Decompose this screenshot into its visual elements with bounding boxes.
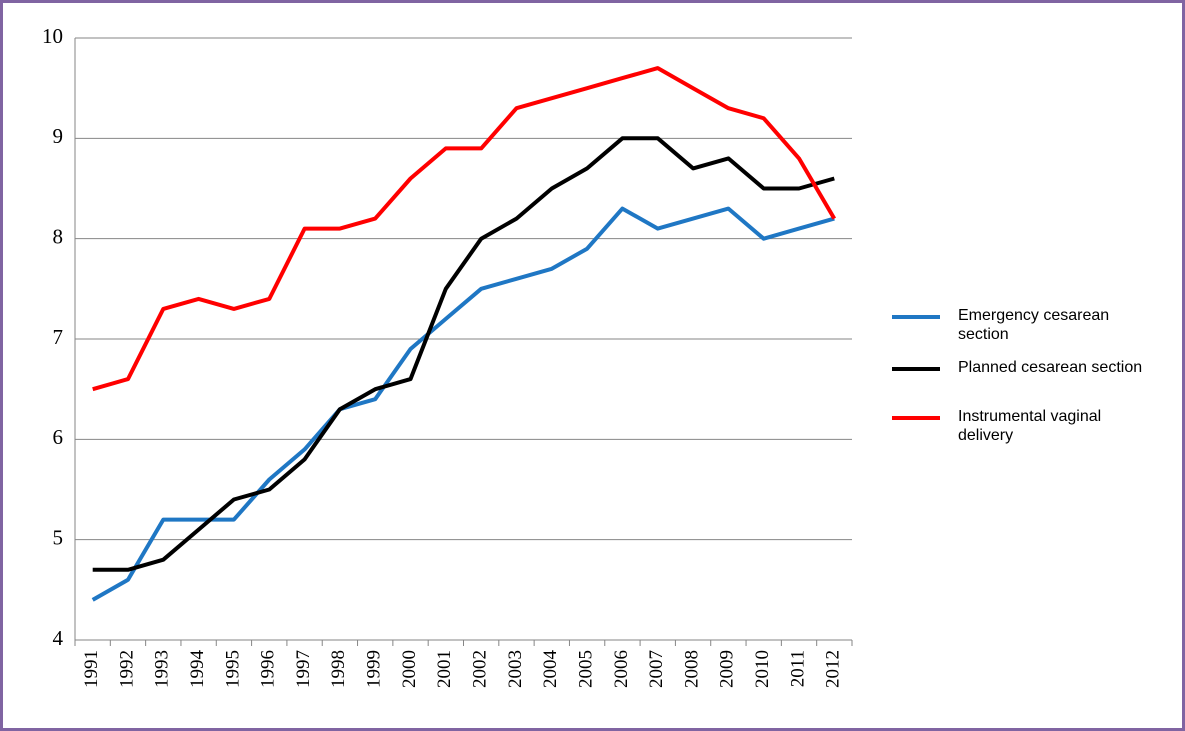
series-line — [92, 136, 835, 572]
x-tick-label: 2002 — [470, 650, 491, 688]
y-tick-label: 5 — [53, 525, 64, 549]
legend-label: Planned cesarean section — [958, 359, 1143, 376]
y-tick-label: 8 — [53, 224, 64, 248]
x-tick-label: 1991 — [81, 650, 102, 688]
x-tick-label: 2012 — [823, 650, 844, 688]
x-tick-label: 2005 — [575, 650, 596, 688]
y-tick-label: 10 — [42, 24, 63, 48]
series-line — [91, 206, 835, 602]
x-tick-label: 1999 — [364, 650, 385, 688]
x-tick-label: 2008 — [681, 650, 702, 688]
x-tick-label: 1994 — [187, 650, 208, 689]
legend-label: Instrumental vaginal delivery — [958, 408, 1102, 444]
y-tick-label: 7 — [53, 325, 64, 349]
y-tick-label: 9 — [53, 124, 64, 148]
x-tick-label: 2003 — [505, 650, 526, 688]
series-line — [92, 66, 837, 392]
x-tick-label: 1993 — [152, 650, 173, 688]
y-tick-label: 6 — [53, 425, 64, 449]
x-tick-label: 2010 — [752, 650, 773, 688]
x-tick-label: 1995 — [222, 650, 243, 688]
x-tick-label: 2006 — [611, 650, 632, 688]
x-tick-label: 1992 — [116, 650, 137, 688]
x-tick-label: 2001 — [434, 650, 455, 688]
y-tick-label: 4 — [53, 626, 64, 650]
x-tick-label: 2004 — [540, 650, 561, 689]
x-tick-label: 1997 — [293, 650, 314, 688]
x-tick-label: 1998 — [328, 650, 349, 688]
x-tick-label: 2000 — [399, 650, 420, 688]
x-tick-label: 2007 — [646, 650, 667, 688]
x-tick-label: 2009 — [717, 650, 738, 688]
x-tick-label: 2011 — [787, 650, 808, 687]
x-tick-label: 1996 — [258, 650, 279, 688]
legend-label: Emergency cesarean section — [958, 307, 1110, 343]
